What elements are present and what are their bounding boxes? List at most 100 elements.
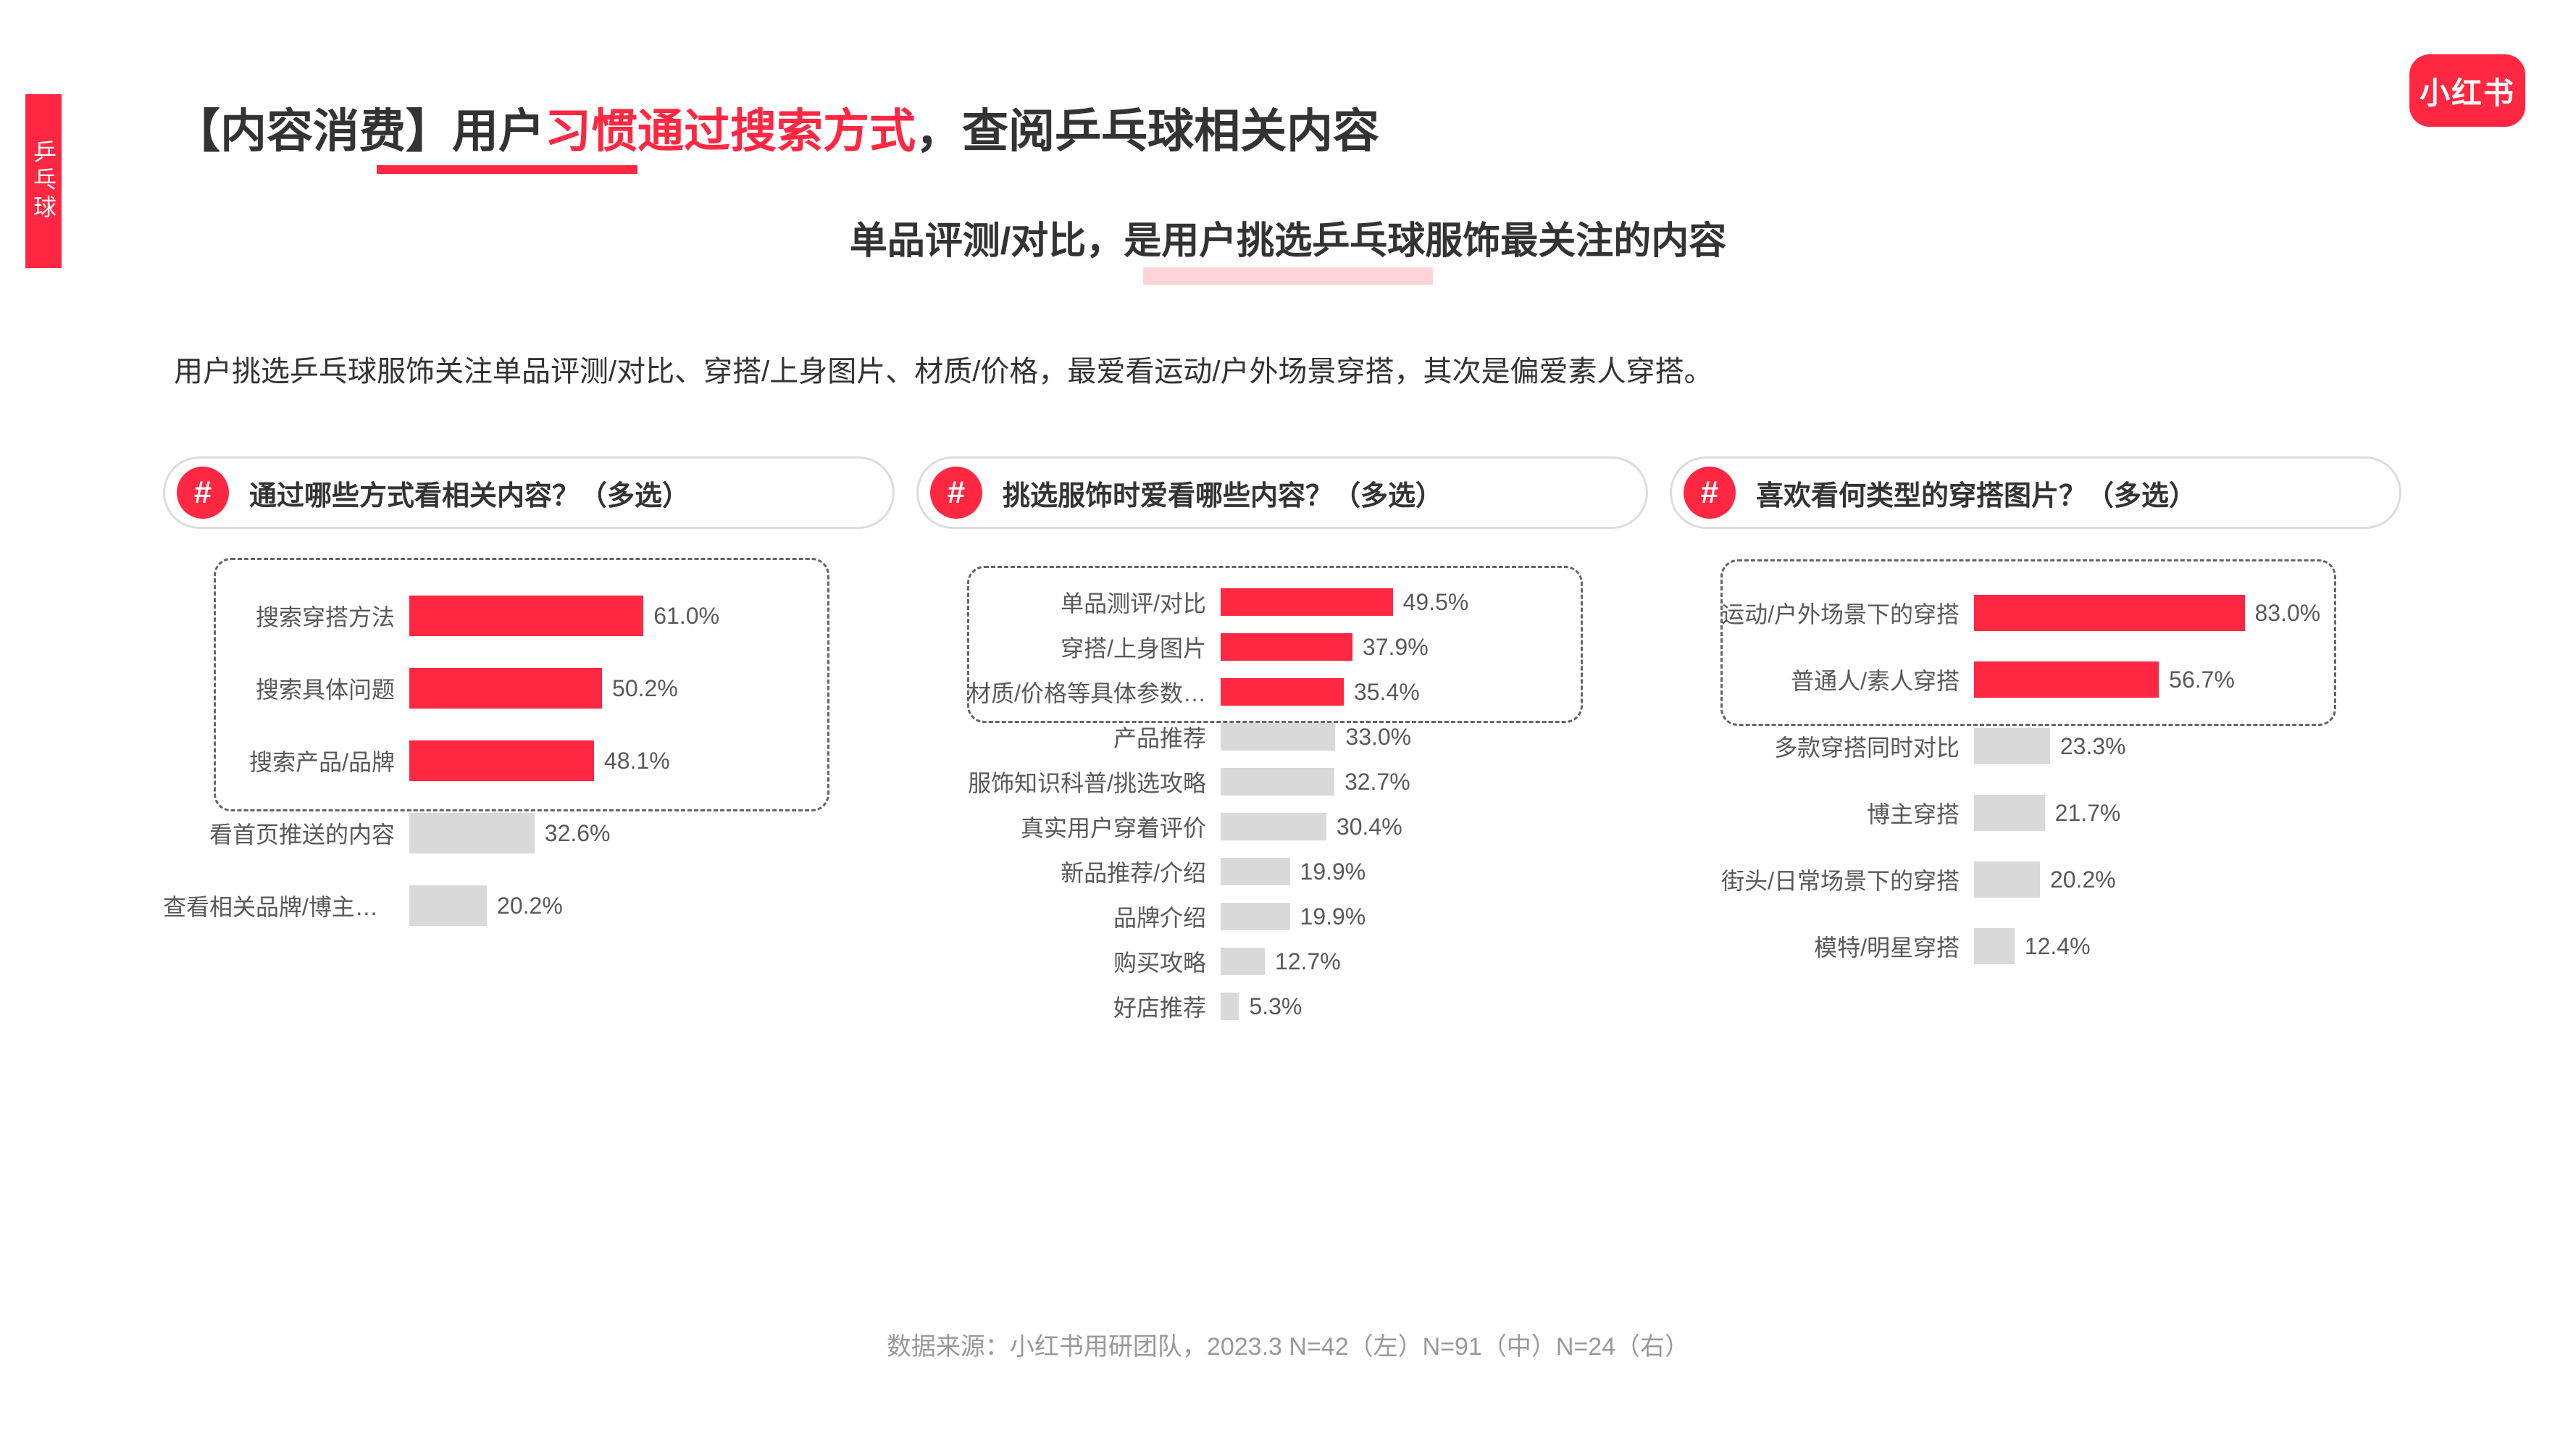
bar-track: 56.7% <box>1974 661 2401 698</box>
bar-label: 搜索具体问题 <box>163 672 409 705</box>
bar-value: 33.0% <box>1345 724 1411 751</box>
bar-fill <box>409 668 602 709</box>
bar-track: 19.9% <box>1221 858 1648 885</box>
bar-row: 单品测评/对比49.5% <box>916 580 1648 625</box>
bar-track: 12.4% <box>1974 928 2401 964</box>
bar-fill <box>1974 595 2245 631</box>
chart-panel-photos: #喜欢看何类型的穿搭图片？（多选） 运动/户外场景下的穿搭 83.0% 普通人/素人穿… <box>1670 456 2401 1029</box>
bar-track: 33.0% <box>1221 723 1648 751</box>
bar-track: 5.3% <box>1221 993 1648 1020</box>
bar-value: 49.5% <box>1403 589 1469 616</box>
chart-body: 单品测评/对比49.5% 穿搭/上身图片 37.9% 材质/价格等具体参数… 35.4%… <box>916 529 1648 1029</box>
bar-track: 12.7% <box>1221 948 1648 975</box>
bar-value: 37.9% <box>1363 634 1429 661</box>
bar-row: 材质/价格等具体参数… 35.4% <box>916 669 1648 714</box>
bar-fill <box>1221 588 1393 616</box>
bar-label: 新品推荐/介绍 <box>916 855 1221 888</box>
bar-fill <box>1221 993 1239 1020</box>
bar-track: 19.9% <box>1221 903 1648 930</box>
bar-track: 32.7% <box>1221 768 1648 796</box>
description-text: 用户挑选乒乓球服饰关注单品评测/对比、穿搭/上身图片、材质/价格，最爱看运动/户… <box>174 348 2431 390</box>
bar-value: 12.4% <box>2025 933 2091 960</box>
bar-value: 21.7% <box>2055 800 2121 827</box>
bar-value: 19.9% <box>1300 903 1366 930</box>
bar-fill <box>1221 678 1344 706</box>
bar-label: 普通人/素人穿搭 <box>1670 663 1974 696</box>
bar-row: 搜索具体问题 50.2% <box>163 652 895 724</box>
bar-track: 48.1% <box>409 740 895 781</box>
title-block: 【内容消费】用户习惯通过搜索方式，查阅乒乓球相关内容 <box>174 94 2373 174</box>
bar-label: 搜索产品/品牌 <box>163 744 409 777</box>
bar-value: 56.7% <box>2169 667 2235 693</box>
bar-track: 49.5% <box>1221 588 1648 616</box>
bar-label: 产品推荐 <box>916 720 1221 753</box>
bar-fill <box>1221 723 1335 751</box>
bar-label: 穿搭/上身图片 <box>916 630 1221 664</box>
bar-label: 看首页推送的内容 <box>163 817 409 850</box>
bar-fill <box>1221 813 1326 840</box>
bar-value: 50.2% <box>612 675 678 702</box>
bar-value: 32.6% <box>545 820 611 847</box>
bar-fill <box>1221 633 1352 661</box>
bar-fill <box>1974 661 2159 698</box>
bar-value: 19.9% <box>1300 859 1366 885</box>
bar-row: 服饰知识科普/挑选攻略32.7% <box>916 759 1648 804</box>
bar-track: 83.0% <box>1974 595 2401 631</box>
bar-fill <box>1221 948 1265 975</box>
bar-track: 50.2% <box>409 668 895 709</box>
brand-logo: 小红书 <box>2409 54 2525 127</box>
bar-value: 5.3% <box>1249 993 1302 1020</box>
bar-fill <box>1221 768 1334 796</box>
bar-row: 街头/日常场景下的穿搭20.2% <box>1670 846 2401 913</box>
bar-row: 模特/明星穿搭12.4% <box>1670 913 2401 980</box>
bar-track: 61.0% <box>409 596 895 636</box>
bar-track: 20.2% <box>409 885 895 926</box>
panel-header: #通过哪些方式看相关内容？（多选） <box>163 456 895 529</box>
hash-icon: # <box>930 467 982 519</box>
chart-panel-ways: #通过哪些方式看相关内容？（多选）搜索穿搭方法61.0%搜索具体问题50.2%搜… <box>163 456 895 1029</box>
bar-row: 品牌介绍19.9% <box>916 894 1648 939</box>
bar-row: 搜索产品/品牌48.1% <box>163 724 895 797</box>
bar-value: 12.7% <box>1275 948 1341 975</box>
bar-label: 运动/户外场景下的穿搭 <box>1670 596 1974 630</box>
chart-body: 搜索穿搭方法61.0%搜索具体问题50.2%搜索产品/品牌48.1%看首页推送的… <box>163 529 895 942</box>
subtitle: 单品评测/对比，是用户挑选乒乓球服饰最关注的内容 <box>850 210 1726 264</box>
bar-row: 搜索穿搭方法 61.0% <box>163 580 895 652</box>
bar-label: 好店推荐 <box>916 990 1221 1023</box>
bar-row: 看首页推送的内容 32.6% <box>163 797 895 869</box>
bar-track: 32.6% <box>409 813 895 853</box>
panel-header-text: 喜欢看何类型的穿搭图片？（多选） <box>1756 473 2196 513</box>
bar-value: 83.0% <box>2255 600 2321 627</box>
bar-label: 购买攻略 <box>916 945 1221 978</box>
bar-row: 普通人/素人穿搭 56.7% <box>1670 646 2401 713</box>
bar-label: 博主穿搭 <box>1670 796 1974 830</box>
bar-label: 搜索穿搭方法 <box>163 599 409 632</box>
title-accent: 习惯通过搜索方式 <box>545 105 916 157</box>
chart-panel-content: # 挑选服饰时爱看哪些内容？（多选） 单品测评/对比49.5% 穿搭/上身图片 37.9… <box>916 456 1648 1029</box>
bar-row: 购买攻略 12.7% <box>916 939 1648 984</box>
bar-fill <box>409 740 594 781</box>
subtitle-block: 单品评测/对比，是用户挑选乒乓球服饰最关注的内容 <box>0 210 2576 285</box>
panel-header-text: 通过哪些方式看相关内容？（多选） <box>249 473 690 513</box>
subtitle-underline <box>1143 267 1433 285</box>
bar-row: 查看相关品牌/博主账号20.2% <box>163 869 895 942</box>
bar-row: 真实用户穿着评价30.4% <box>916 804 1648 849</box>
bar-value: 61.0% <box>653 603 719 630</box>
bar-label: 材质/价格等具体参数… <box>916 675 1221 709</box>
bar-row: 新品推荐/介绍 19.9% <box>916 849 1648 894</box>
bar-fill <box>1221 903 1290 930</box>
bar-row: 运动/户外场景下的穿搭 83.0% <box>1670 580 2401 646</box>
data-source-footnote: 数据来源：小红书用研团队，2023.3 N=42（左）N=91（中）N=24（右… <box>0 1327 2576 1362</box>
bar-fill <box>409 596 643 636</box>
bar-fill <box>1974 728 2050 764</box>
bar-value: 35.4% <box>1354 679 1420 706</box>
panel-header: #喜欢看何类型的穿搭图片？（多选） <box>1670 456 2401 529</box>
bar-fill <box>1974 861 2040 898</box>
bar-value: 32.7% <box>1345 769 1410 796</box>
bar-label: 街头/日常场景下的穿搭 <box>1670 863 1974 896</box>
panel-header-text: 挑选服饰时爱看哪些内容？（多选） <box>1003 473 1443 513</box>
bar-row: 产品推荐 33.0% <box>916 714 1648 759</box>
bar-label: 多款穿搭同时对比 <box>1670 730 1974 763</box>
main-title: 【内容消费】用户习惯通过搜索方式，查阅乒乓球相关内容 <box>174 94 2373 161</box>
bar-label: 真实用户穿着评价 <box>916 810 1221 843</box>
